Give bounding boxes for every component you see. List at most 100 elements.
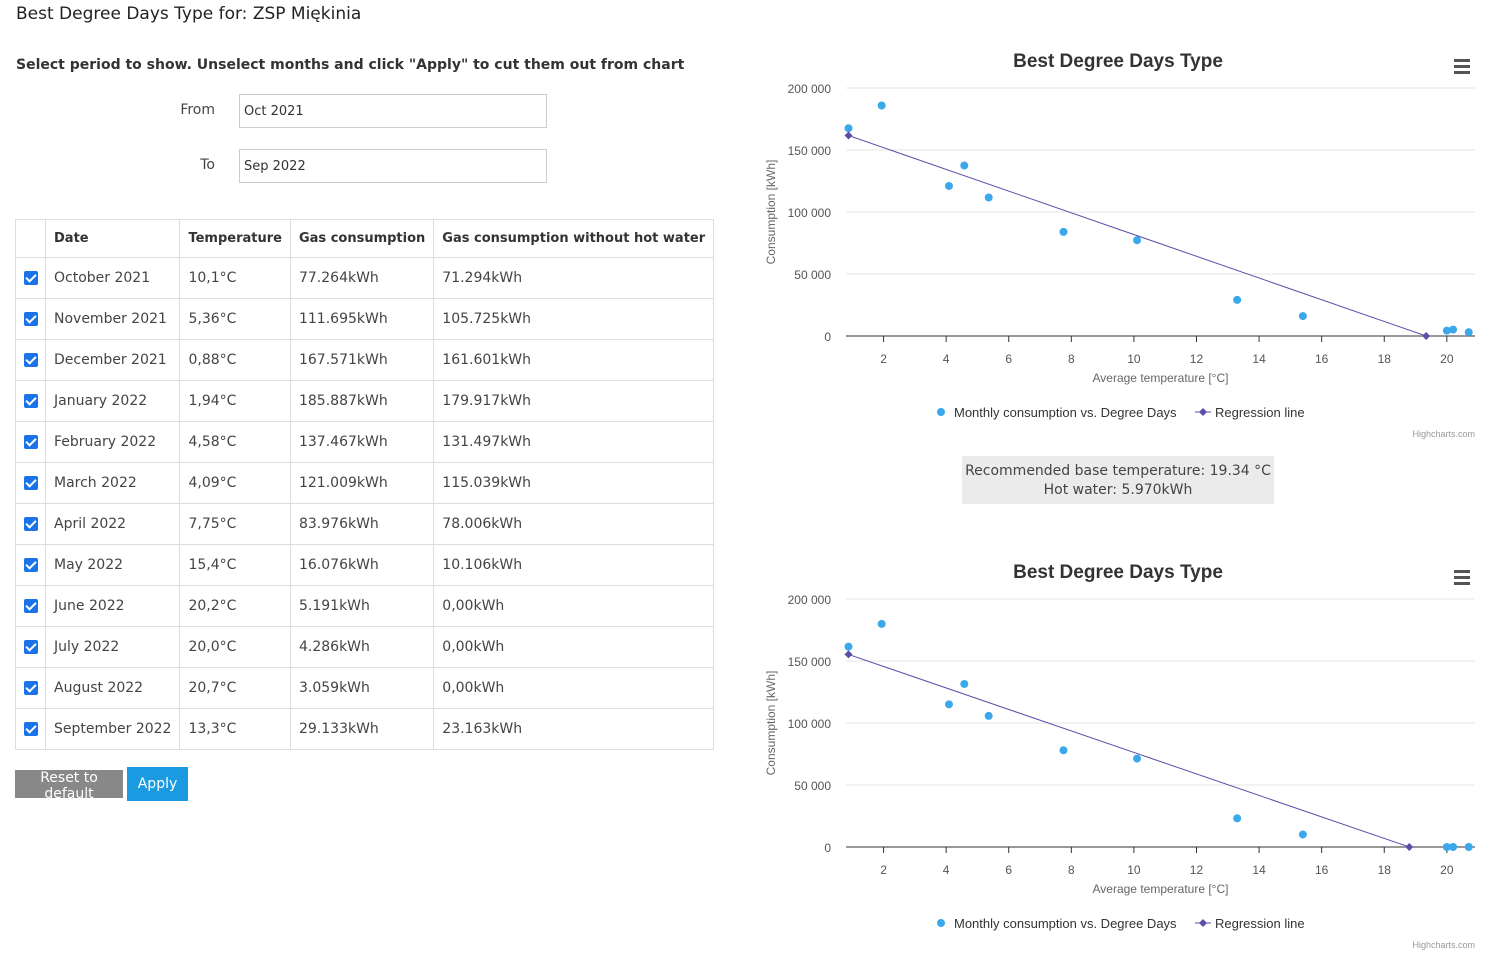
- date-column-header: Date: [44, 219, 181, 258]
- temperature-cell: 13,3°C: [179, 708, 291, 750]
- data-point: [877, 619, 886, 628]
- table-body: October 2021 10,1°C 77.264kWh 71.294kWh Nove…: [15, 257, 715, 750]
- data-point: [984, 711, 993, 720]
- month-checkbox[interactable]: [23, 722, 38, 736]
- x-tick-label: 8: [1068, 352, 1075, 366]
- row-select-cell: [15, 421, 46, 463]
- to-label: To: [200, 157, 215, 173]
- gas-cell: 83.976kWh: [289, 503, 435, 545]
- gas-no-hot-water-cell: 71.294kWh: [433, 257, 715, 299]
- gas-column-header: Gas consumption: [289, 219, 435, 258]
- chart-consumption-without-hot-water: Best Degree Days Type 0 50 000 100 000 150 0…: [755, 551, 1485, 951]
- x-tick-label: 20: [1440, 352, 1454, 366]
- date-cell: March 2022: [44, 462, 181, 504]
- from-input[interactable]: [239, 94, 547, 128]
- x-tick-label: 16: [1315, 863, 1329, 877]
- legend-scatter-label: Monthly consumption vs. Degree Days: [954, 916, 1177, 931]
- month-checkbox[interactable]: [23, 312, 38, 326]
- data-point: [1449, 325, 1458, 334]
- gas-no-hot-water-cell: 179.917kWh: [433, 380, 715, 422]
- menu-icon[interactable]: [1454, 59, 1470, 74]
- temperature-cell: 1,94°C: [179, 380, 291, 422]
- chart-credit: Highcharts.com: [1412, 940, 1475, 950]
- x-tick-label: 10: [1127, 352, 1141, 366]
- chart-title: Best Degree Days Type: [1013, 51, 1223, 72]
- x-tick-label: 6: [1005, 352, 1012, 366]
- month-checkbox[interactable]: [23, 640, 38, 654]
- data-point: [1442, 843, 1451, 851]
- x-tick-label: 12: [1190, 352, 1204, 366]
- month-checkbox[interactable]: [23, 476, 38, 490]
- temperature-cell: 20,0°C: [179, 626, 291, 668]
- gas-cell: 111.695kWh: [289, 298, 435, 340]
- menu-icon-bar: [1454, 570, 1470, 573]
- data-point: [1298, 312, 1307, 321]
- to-input[interactable]: [239, 149, 547, 183]
- table-row: June 2022 20,2°C 5.191kWh 0,00kWh: [15, 585, 715, 627]
- table-row: January 2022 1,94°C 185.887kWh 179.917kWh: [15, 380, 715, 422]
- x-tick-label: 20: [1440, 863, 1454, 877]
- gas-no-hot-water-cell: 0,00kWh: [433, 667, 715, 709]
- table-row: October 2021 10,1°C 77.264kWh 71.294kWh: [15, 257, 715, 299]
- menu-icon-bar: [1454, 59, 1470, 62]
- x-tick-label: 10: [1127, 863, 1141, 877]
- x-tick-label: 4: [943, 352, 950, 366]
- menu-icon-bar: [1454, 582, 1470, 585]
- y-tick-label: 100 000: [788, 717, 832, 731]
- chart-svg: Best Degree Days Type 0 50 000 100 000 150 0…: [764, 562, 1475, 950]
- temperature-column-header: Temperature: [179, 219, 291, 258]
- x-tick-label: 14: [1252, 352, 1266, 366]
- legend-line-label: Regression line: [1215, 916, 1305, 931]
- row-select-cell: [15, 503, 46, 545]
- apply-button[interactable]: Apply: [127, 767, 188, 801]
- data-point: [844, 124, 853, 133]
- row-select-cell: [15, 257, 46, 299]
- month-checkbox[interactable]: [23, 558, 38, 572]
- month-checkbox[interactable]: [23, 435, 38, 449]
- month-checkbox[interactable]: [23, 681, 38, 695]
- y-tick-label: 0: [824, 841, 831, 855]
- month-checkbox[interactable]: [23, 599, 38, 613]
- table-row: November 2021 5,36°C 111.695kWh 105.725kWh: [15, 298, 715, 340]
- date-cell: December 2021: [44, 339, 181, 381]
- gas-no-hot-water-cell: 115.039kWh: [433, 462, 715, 504]
- data-point: [944, 181, 953, 190]
- menu-icon[interactable]: [1454, 570, 1470, 585]
- chart-title: Best Degree Days Type: [1013, 562, 1223, 583]
- regression-line: [848, 135, 1427, 337]
- data-point: [960, 679, 969, 688]
- x-tick-label: 6: [1005, 863, 1012, 877]
- data-point: [1298, 830, 1307, 839]
- temperature-cell: 7,75°C: [179, 503, 291, 545]
- month-checkbox[interactable]: [23, 517, 38, 531]
- data-point: [1442, 326, 1451, 335]
- y-tick-label: 150 000: [788, 144, 832, 158]
- date-cell: June 2022: [44, 585, 181, 627]
- month-checkbox[interactable]: [23, 394, 38, 408]
- date-cell: July 2022: [44, 626, 181, 668]
- date-cell: April 2022: [44, 503, 181, 545]
- gas-cell: 4.286kWh: [289, 626, 435, 668]
- chart-consumption: Best Degree Days Type 0 50 000 100 000 150 0…: [755, 40, 1485, 440]
- regression-point: [1422, 332, 1431, 340]
- data-point: [1233, 295, 1242, 304]
- data-point: [984, 193, 993, 202]
- x-tick-label: 14: [1252, 863, 1266, 877]
- menu-icon-bar: [1454, 71, 1470, 74]
- date-cell: September 2022: [44, 708, 181, 750]
- gas-no-hot-water-cell: 78.006kWh: [433, 503, 715, 545]
- legend-scatter-marker: [937, 919, 945, 927]
- x-tick-label: 4: [943, 863, 950, 877]
- row-select-cell: [15, 667, 46, 709]
- reset-to-default-button[interactable]: Reset to default: [15, 770, 123, 802]
- row-select-cell: [15, 544, 46, 586]
- recommendation-box: Recommended base temperature: 19.34 °C H…: [962, 456, 1274, 504]
- month-checkbox[interactable]: [23, 271, 38, 285]
- data-point: [1133, 754, 1142, 763]
- legend-line-diamond: [1199, 919, 1207, 927]
- y-tick-label: 50 000: [794, 779, 831, 793]
- table-header-row: Date Temperature Gas consumption Gas con…: [15, 219, 715, 258]
- gas-cell: 77.264kWh: [289, 257, 435, 299]
- month-checkbox[interactable]: [23, 353, 38, 367]
- gas-no-hot-water-cell: 0,00kWh: [433, 585, 715, 627]
